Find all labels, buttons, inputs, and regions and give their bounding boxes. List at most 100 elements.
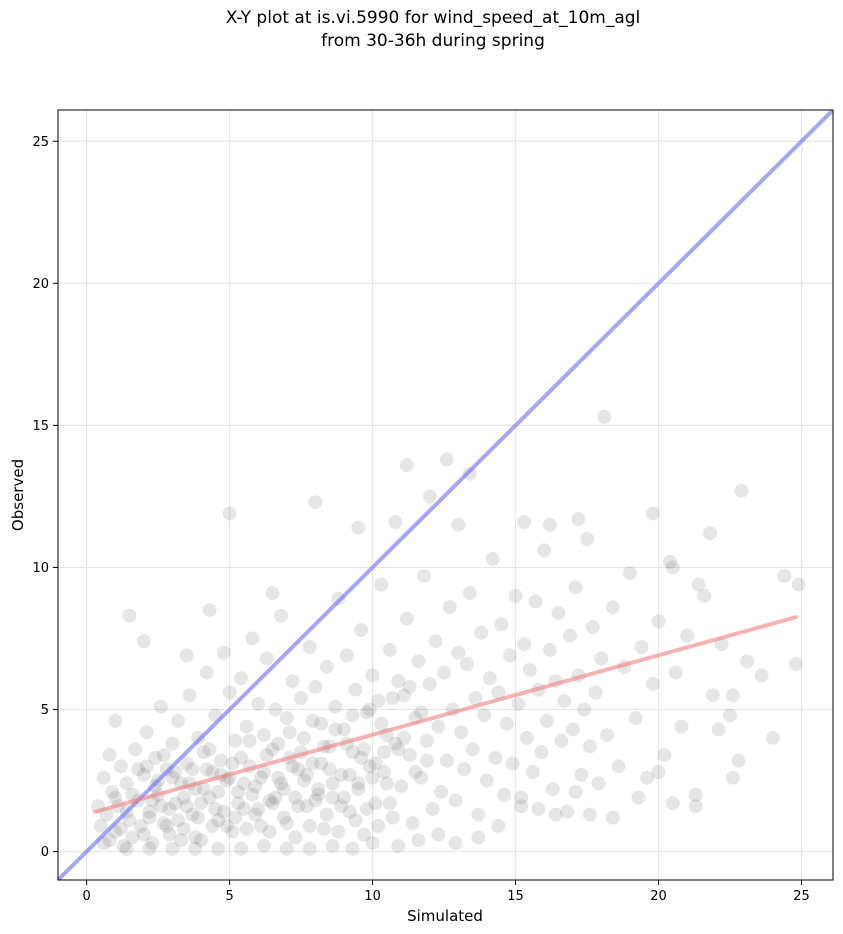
data-point <box>568 580 583 595</box>
data-point <box>222 685 237 700</box>
data-point <box>725 770 740 785</box>
data-point <box>365 668 380 683</box>
data-point <box>674 719 689 734</box>
data-point <box>571 512 586 527</box>
data-point <box>288 830 303 845</box>
data-point <box>359 801 374 816</box>
data-point <box>113 821 128 836</box>
data-point <box>171 813 186 828</box>
data-point <box>385 810 400 825</box>
data-point <box>351 776 366 791</box>
data-point <box>391 674 406 689</box>
data-point <box>491 819 506 834</box>
data-point <box>211 841 226 856</box>
data-point <box>351 782 366 797</box>
data-point <box>482 671 497 686</box>
data-point <box>314 756 329 771</box>
data-point <box>723 708 738 723</box>
data-point <box>665 560 680 575</box>
data-point <box>368 796 383 811</box>
data-point <box>125 830 140 845</box>
data-point <box>425 801 440 816</box>
data-point <box>105 784 120 799</box>
data-point <box>225 756 240 771</box>
data-point <box>399 611 414 626</box>
y-tick-label: 5 <box>41 703 49 718</box>
data-point <box>439 452 454 467</box>
x-axis-label: Simulated <box>407 907 483 925</box>
data-point <box>179 756 194 771</box>
data-point <box>645 676 660 691</box>
data-point <box>580 532 595 547</box>
data-point <box>242 733 257 748</box>
data-point <box>582 807 597 822</box>
data-point <box>477 708 492 723</box>
data-point <box>628 711 643 726</box>
data-point <box>148 750 163 765</box>
data-point <box>442 600 457 615</box>
data-point <box>788 657 803 672</box>
data-point <box>202 790 217 805</box>
data-point <box>202 742 217 757</box>
data-point <box>502 648 517 663</box>
data-point <box>622 566 637 581</box>
data-point <box>505 756 520 771</box>
data-point <box>665 796 680 811</box>
data-point <box>145 836 160 851</box>
x-tick-label: 5 <box>225 889 233 904</box>
data-point <box>577 702 592 717</box>
data-point <box>562 628 577 643</box>
data-point <box>291 762 306 777</box>
data-point <box>391 742 406 757</box>
data-point <box>236 801 251 816</box>
data-point <box>377 745 392 760</box>
data-point <box>239 821 254 836</box>
data-point <box>268 790 283 805</box>
data-point <box>611 759 626 774</box>
data-point <box>791 577 806 592</box>
data-point <box>365 770 380 785</box>
data-point <box>631 790 646 805</box>
ticks: 0 5 10 15 20 25 0 5 10 15 20 25 <box>32 135 809 904</box>
data-point <box>139 725 154 740</box>
data-point <box>591 776 606 791</box>
data-point <box>234 671 249 686</box>
x-tick-label: 0 <box>82 889 90 904</box>
data-point <box>93 819 108 834</box>
data-point <box>408 765 423 780</box>
data-point <box>288 790 303 805</box>
data-point <box>276 810 291 825</box>
data-point <box>188 830 203 845</box>
data-point <box>156 747 171 762</box>
data-point <box>122 608 137 623</box>
data-point <box>142 841 157 856</box>
data-point <box>334 799 349 814</box>
data-point <box>491 685 506 700</box>
data-point <box>651 614 666 629</box>
data-point <box>517 637 532 652</box>
data-point <box>534 745 549 760</box>
data-point <box>605 600 620 615</box>
data-point <box>414 705 429 720</box>
data-point <box>311 782 326 797</box>
data-point <box>285 759 300 774</box>
data-point <box>294 691 309 706</box>
data-point <box>108 713 123 728</box>
data-point <box>259 651 274 666</box>
data-point <box>319 659 334 674</box>
data-point <box>499 716 514 731</box>
data-point <box>119 776 134 791</box>
data-point <box>142 810 157 825</box>
data-point <box>703 526 718 541</box>
data-point <box>419 753 434 768</box>
data-point <box>311 787 326 802</box>
y-axis-label: Observed <box>9 459 27 531</box>
y-tick-label: 15 <box>32 419 49 434</box>
data-point <box>251 801 266 816</box>
data-point <box>402 679 417 694</box>
x-tick-label: 15 <box>507 889 524 904</box>
data-point <box>96 770 111 785</box>
data-point <box>162 801 177 816</box>
data-point <box>634 640 649 655</box>
